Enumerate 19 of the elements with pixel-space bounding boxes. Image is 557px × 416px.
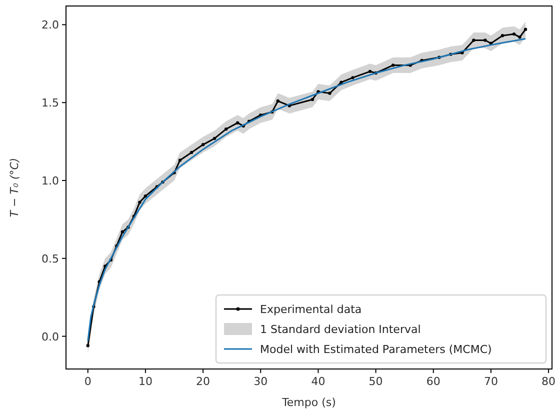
y-tick-label: 2.0: [42, 18, 59, 32]
x-tick-label: 60: [426, 375, 440, 388]
x-tick-label: 10: [138, 375, 152, 388]
x-tick-label: 0: [84, 375, 92, 388]
x-axis-title: Tempo (s): [281, 396, 336, 409]
y-tick-label: 1.5: [42, 96, 59, 110]
x-tick-label: 50: [368, 375, 383, 388]
x-tick-label: 20: [196, 375, 210, 388]
x-tick-label: 70: [484, 375, 498, 388]
annotation: 1 Standard deviation Interval: [260, 323, 421, 336]
legend-label: Experimental data: [260, 303, 362, 316]
x-tick-label: 30: [254, 375, 268, 388]
x-tick-label: 40: [311, 375, 326, 388]
y-tick-label: 0.5: [42, 252, 59, 266]
y-axis-title: T − T₀ (°C): [8, 158, 21, 218]
legend-label: Model with Estimated Parameters (MCMC): [260, 343, 492, 356]
y-tick-label: 1.0: [42, 174, 59, 188]
x-tick-label: 80: [542, 375, 556, 388]
y-tick-label: 0.0: [42, 330, 59, 344]
